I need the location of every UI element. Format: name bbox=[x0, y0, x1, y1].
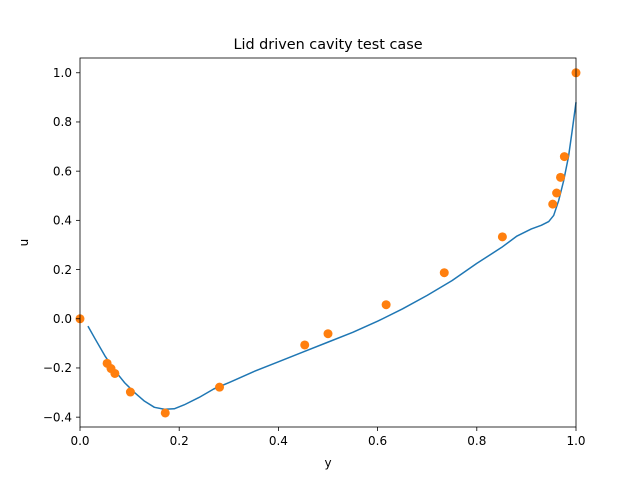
data-point bbox=[548, 199, 558, 209]
data-point bbox=[439, 268, 449, 278]
y-tick-label: −0.2 bbox=[43, 361, 72, 375]
data-point bbox=[110, 368, 120, 378]
x-tick-label: 0.8 bbox=[467, 434, 486, 448]
data-point bbox=[552, 188, 562, 198]
data-point bbox=[559, 152, 569, 162]
y-tick-label: 0.2 bbox=[53, 263, 72, 277]
data-point bbox=[125, 387, 135, 397]
x-tick-label: 0.0 bbox=[70, 434, 89, 448]
y-tick-label: 0.4 bbox=[53, 214, 72, 228]
axes-frame bbox=[79, 57, 577, 428]
x-tick-label: 0.2 bbox=[170, 434, 189, 448]
data-point bbox=[300, 340, 310, 350]
y-tick-label: −0.4 bbox=[43, 410, 72, 424]
plot-area bbox=[75, 68, 581, 418]
y-tick-label: 1.0 bbox=[53, 66, 72, 80]
data-point bbox=[323, 329, 333, 339]
y-tick-label: 0.0 bbox=[53, 312, 72, 326]
series-layer bbox=[87, 102, 577, 411]
y-axis-ticks: −0.4 −0.2 0.0 0.2 0.4 0.6 0.8 1.0 bbox=[43, 66, 80, 424]
data-point bbox=[381, 300, 391, 310]
data-point bbox=[160, 408, 170, 418]
data-point bbox=[497, 232, 507, 242]
y-axis-label: u bbox=[17, 239, 31, 247]
y-tick-label: 0.6 bbox=[53, 164, 72, 178]
data-point bbox=[215, 382, 225, 392]
x-axis-ticks: 0.0 0.2 0.4 0.6 0.8 1.0 bbox=[70, 427, 586, 448]
series-line bbox=[87, 102, 577, 411]
chart-title: Lid driven cavity test case bbox=[233, 37, 422, 53]
y-tick-label: 0.8 bbox=[53, 115, 72, 129]
x-tick-label: 0.4 bbox=[269, 434, 288, 448]
x-tick-label: 1.0 bbox=[566, 434, 585, 448]
x-axis-label: y bbox=[324, 456, 331, 470]
x-tick-label: 0.6 bbox=[368, 434, 387, 448]
data-point bbox=[556, 172, 566, 182]
points-layer bbox=[75, 68, 581, 418]
